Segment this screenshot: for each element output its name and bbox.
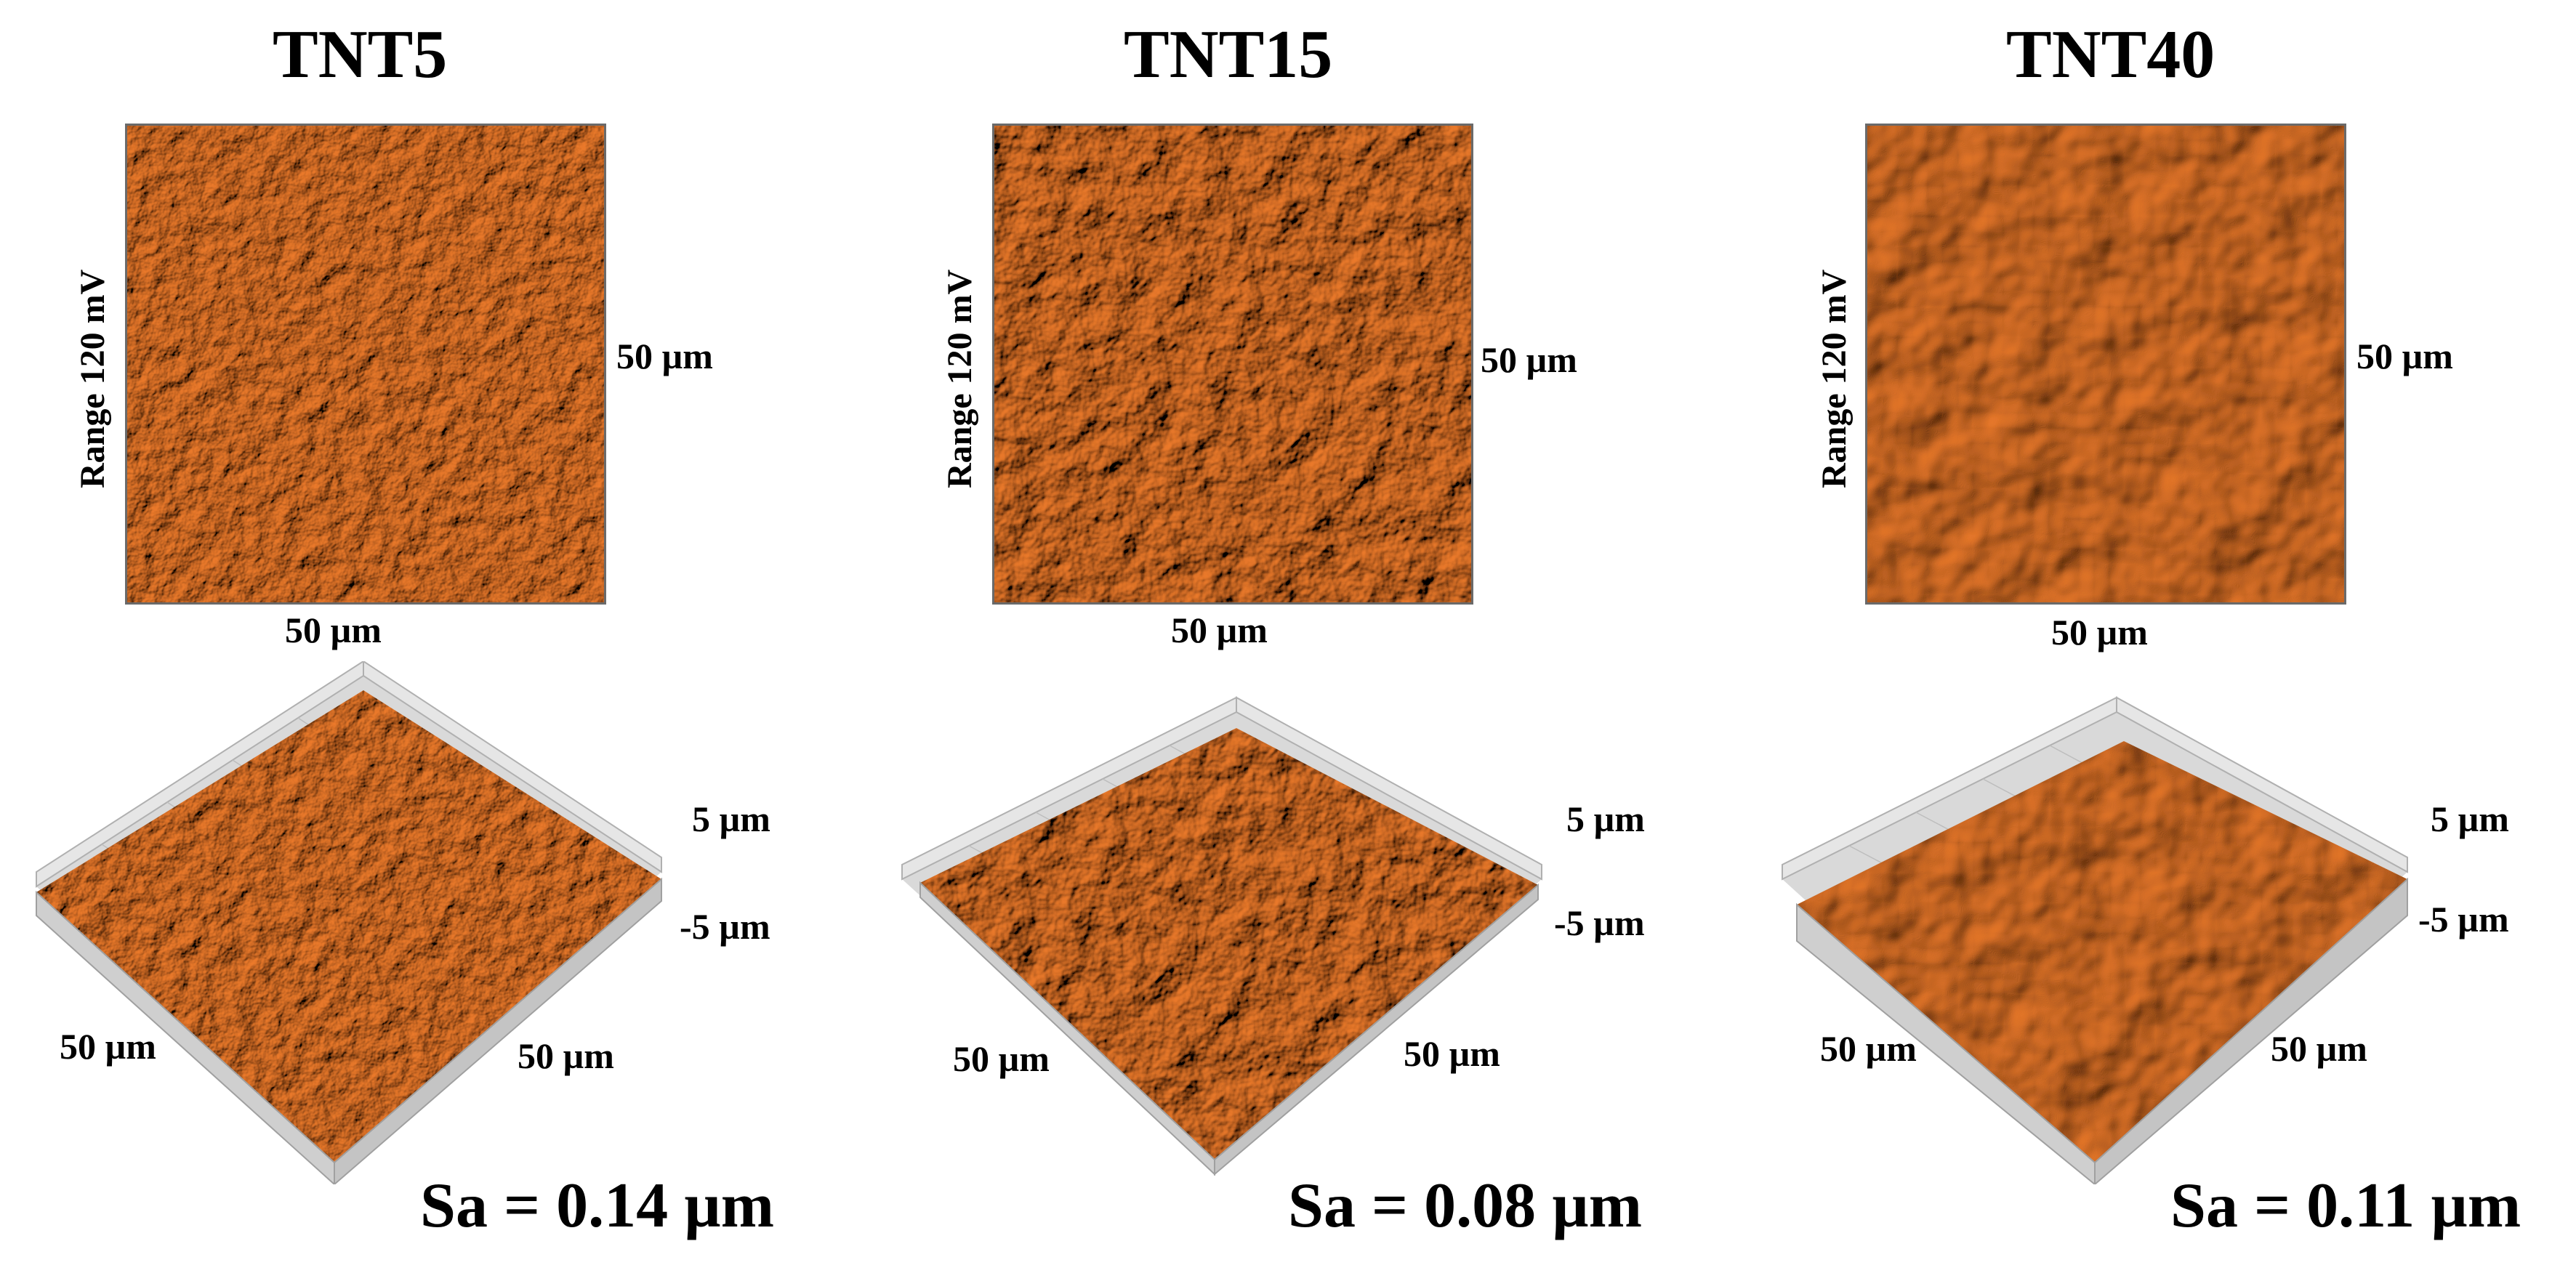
panel-tnt15: TNT15 Range 120 mV 50 µm 50 µm 5 µm -5 µ… bbox=[858, 0, 1717, 1281]
surface-3d-plot bbox=[0, 661, 858, 1184]
axis-left-label: 50 µm bbox=[60, 1026, 156, 1067]
z-bottom-label: -5 µm bbox=[1554, 902, 1645, 943]
z-bottom-label: -5 µm bbox=[2418, 899, 2509, 939]
axis-right-label: 50 µm bbox=[2271, 1028, 2367, 1069]
y-scale-label: 50 µm bbox=[2356, 336, 2453, 376]
axis-left-label: 50 µm bbox=[953, 1038, 1050, 1079]
z-top-label: 5 µm bbox=[2431, 799, 2509, 839]
panel-title: TNT40 bbox=[2006, 17, 2215, 92]
z-top-label: 5 µm bbox=[692, 799, 770, 839]
x-scale-label: 50 µm bbox=[1171, 610, 1268, 650]
afm-image bbox=[125, 124, 606, 605]
z-bottom-label: -5 µm bbox=[680, 906, 770, 947]
afm-image bbox=[992, 124, 1473, 605]
panel-tnt40: TNT40 Range 120 mV 50 µm 50 µm 5 µm -5 µ… bbox=[1717, 0, 2575, 1281]
axis-right-label: 50 µm bbox=[518, 1035, 614, 1076]
afm-image bbox=[1865, 124, 2346, 605]
panel-tnt5: TNT5 Range 120 mV 50 µm 50 µm 5 µm -5 µm… bbox=[0, 0, 858, 1281]
axis-left-label: 50 µm bbox=[1820, 1028, 1917, 1069]
x-scale-label: 50 µm bbox=[2051, 612, 2148, 652]
panel-title: TNT15 bbox=[1124, 17, 1333, 92]
panel-title: TNT5 bbox=[273, 17, 448, 92]
axis-right-label: 50 µm bbox=[1404, 1033, 1500, 1074]
range-label: Range 120 mV bbox=[941, 269, 979, 488]
y-scale-label: 50 µm bbox=[616, 336, 713, 376]
range-label: Range 120 mV bbox=[1815, 269, 1853, 488]
sa-value: Sa = 0.08 µm bbox=[1288, 1171, 1643, 1241]
sa-value: Sa = 0.14 µm bbox=[420, 1171, 775, 1241]
surface-3d-plot bbox=[1717, 661, 2575, 1184]
z-top-label: 5 µm bbox=[1566, 799, 1645, 839]
x-scale-label: 50 µm bbox=[285, 610, 382, 650]
y-scale-label: 50 µm bbox=[1481, 339, 1577, 380]
range-label: Range 120 mV bbox=[73, 269, 112, 488]
surface-3d-plot bbox=[858, 661, 1717, 1184]
sa-value: Sa = 0.11 µm bbox=[2170, 1171, 2521, 1241]
